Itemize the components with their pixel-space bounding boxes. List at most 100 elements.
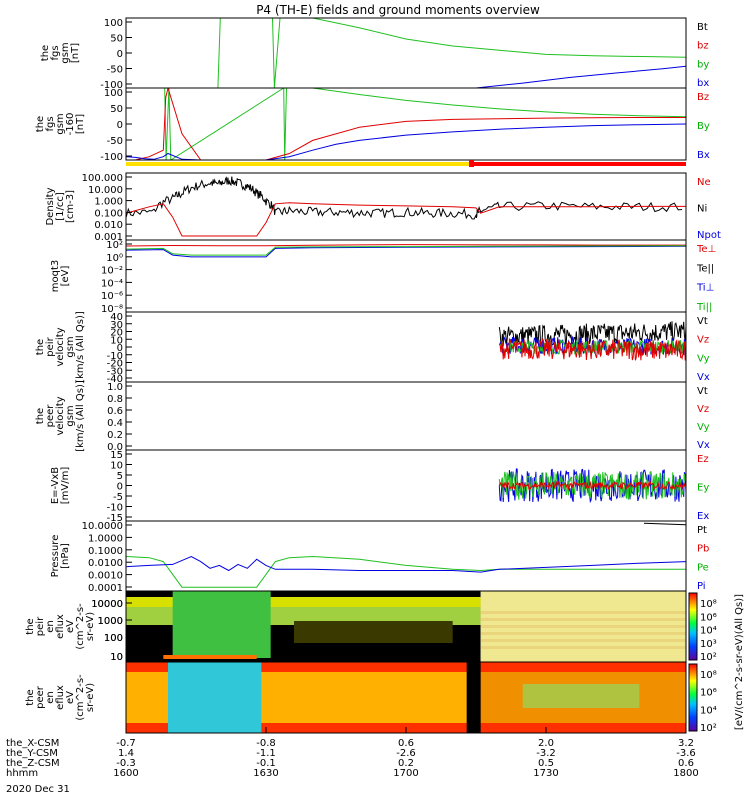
spec-fade [294,621,453,643]
colorbar-label: 10² [700,723,717,734]
series-by [217,18,686,88]
y-tick-label: 1.000 [94,197,123,208]
series-Vt [498,321,686,348]
x-tick-label: -0.8 [256,738,276,749]
legend-Ti||: Ti|| [696,302,712,313]
series-bx [475,65,686,88]
y-tick-label: 0 [117,482,123,493]
y-axis-label: thepeirenefluxeV(cm^2-s-sr-eV) [25,603,96,650]
y-tick-label: 10 [110,652,123,663]
y-label-line: en [45,620,56,633]
x-tick-label: -3.2 [536,748,556,759]
legend-Pt: Pt [697,525,707,536]
y-label-line: the [25,689,36,705]
colorbar-label: 10³ [700,639,717,650]
plot-area [126,522,686,588]
x-tick-label: 3.2 [678,738,694,749]
y-tick-label: 10000 [91,599,123,610]
y-label-line: eV [65,620,76,633]
legend-Vy: Vy [697,353,710,364]
y-axis-label: thefgsgsm-160[nT] [35,113,86,136]
y-axis-label: moqt3[eV] [50,260,71,293]
y-axis-label: Pressure[nPa] [50,535,71,578]
y-label-line: [nT] [75,114,86,134]
y-tick-label: 20 [110,328,123,339]
y-axis-label: thepeervelocitygsm[km/s (All Qs)] [35,380,86,452]
legend-Vt: Vt [697,386,708,397]
legend-Vz: Vz [697,404,709,415]
x-axis: the_X-CSM -0.7 -0.8 0.6 2.0 3.2 the_Y-CSM 1.4 -1… [6,727,699,795]
y-tick-label: 0.0010 [88,571,123,582]
legend-Ni: Ni [697,204,707,215]
y-tick-label: 10⁻⁶ [101,291,123,302]
y-label-line: the [25,618,36,634]
y-tick-label: 0.4 [107,418,123,429]
y-tick-label: 40 [110,312,123,323]
plot-area [126,176,686,237]
legend-Ne: Ne [697,177,711,188]
y-tick-label: 0.010 [94,220,123,231]
y-label-line: moqt3 [50,260,61,293]
y-tick-label: 0 [117,49,123,60]
legend-Bt: Bt [697,22,708,33]
legend-Bz: Bz [697,92,709,103]
legend-Bx: Bx [697,150,710,161]
plot-area [498,468,686,504]
colorbar-label: 10⁸ [700,599,717,610]
series-Te [126,244,686,247]
series-Pt [643,522,686,526]
y-label-line: [nT] [70,43,81,63]
y-label-line: peir [35,616,46,636]
y-tick-label: 0.0 [107,442,123,453]
x-tick-label: -0.3 [116,758,136,769]
legend-Npot: Npot [697,230,721,241]
colorbar-label: 10⁶ [700,612,717,623]
series-Ni [126,176,683,220]
series-Vz [498,337,686,361]
spec-stripe [480,639,686,642]
y-label-line: peir [45,336,56,356]
y-tick-label: 10⁻² [101,266,123,277]
y-label-line: [mV/m] [60,467,71,505]
colorbar [688,592,698,661]
y-label-line: velocity [55,327,66,366]
y-label-line: eV [65,691,76,704]
series-Ez [498,480,686,491]
x-tick-label: 1700 [393,768,418,779]
x-tick-label: -2.6 [396,748,416,759]
y-tick-label: 1000 [98,616,123,627]
plot-area [498,321,686,361]
colorbar-label: 10⁸ [700,670,717,681]
y-tick-label: 10.000 [88,185,123,196]
x-tick-label: 0.6 [398,738,414,749]
legend-Vx: Vx [697,372,710,383]
series-Bz [126,88,686,160]
x-tick-label: -3.6 [676,748,696,759]
x-row-label: the_Z-CSM [6,758,60,769]
colorbar-title: [eV/(cm^2-s-sr-eV)(All Qs)] [734,594,745,730]
x-tick-label: 0.2 [398,758,414,769]
y-tick-label: 0.100 [94,208,123,219]
y-label-line: en [45,691,56,704]
x-tick-label: 1600 [113,768,138,779]
y-tick-label: 10⁰ [106,253,123,264]
y-tick-label: -50 [107,136,123,147]
spec-gap [466,662,481,733]
y-tick-label: 10000 [91,599,123,610]
spec-stripe [480,618,686,621]
y-axis-label: Density[1/cc][cm-3] [45,187,76,225]
y-label-line: E=-VxB [50,467,61,504]
y-label-line: sr-eV) [85,683,96,712]
colorbar-label: 10⁴ [700,705,717,716]
y-label-line: fgs [50,45,61,60]
panels: thefgsgsm[nT]100500-50-100Btbzbybxthefgs… [25,17,745,734]
x-tick-label: -1.1 [256,748,276,759]
y-tick-label: 10.0000 [82,521,123,532]
panel-frame [125,381,687,451]
x-tick-label: 1730 [533,768,558,779]
panel-1: thefgsgsm[nT] 100 50 0 -50 -100 Bt bz by bx [40,17,709,91]
spec-stripe [480,632,686,635]
y-axis-label: thepeerenefluxeV(cm^2-s-sr-eV) [25,674,96,721]
